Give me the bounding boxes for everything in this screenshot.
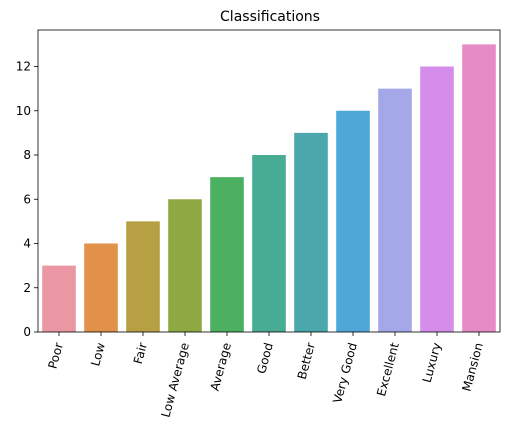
bar-good	[252, 155, 286, 332]
x-tick-label: Average	[208, 341, 234, 392]
x-tick-label: Fair	[131, 341, 150, 365]
bar-luxury	[420, 66, 454, 332]
x-tick-label: Better	[295, 341, 318, 381]
bar-low-average	[168, 199, 202, 332]
y-axis: 0 2 4 6 8 10 12	[16, 60, 38, 339]
x-axis: Poor Low Fair Low Average Average Good Better V…	[46, 332, 486, 419]
bar-fair	[126, 221, 160, 332]
chart-title: Classifications	[220, 9, 320, 25]
y-tick-label: 8	[23, 148, 31, 162]
bar-mansion	[462, 44, 496, 332]
x-tick-label: Mansion	[459, 341, 485, 393]
y-tick-label: 10	[16, 104, 31, 118]
x-tick-label: Excellent	[374, 341, 402, 398]
bar-very-good	[336, 110, 370, 332]
plot-frame	[37, 29, 501, 333]
bar-poor	[42, 265, 76, 332]
y-tick-label: 4	[23, 237, 31, 251]
bar-average	[210, 177, 244, 332]
x-tick-label: Luxury	[420, 341, 444, 384]
x-tick-label: Low	[88, 341, 108, 368]
x-tick-label: Very Good	[330, 341, 360, 405]
x-tick-label: Low Average	[159, 341, 192, 419]
y-tick-label: 6	[23, 192, 31, 206]
y-tick-label: 12	[16, 60, 31, 74]
x-tick-label: Good	[254, 341, 276, 375]
bars-group	[42, 44, 496, 332]
x-tick-label: Poor	[46, 341, 66, 370]
y-tick-label: 0	[23, 325, 31, 339]
bar-better	[294, 132, 328, 332]
y-tick-label: 2	[23, 281, 31, 295]
bar-low	[84, 243, 118, 332]
bar-excellent	[378, 88, 412, 332]
